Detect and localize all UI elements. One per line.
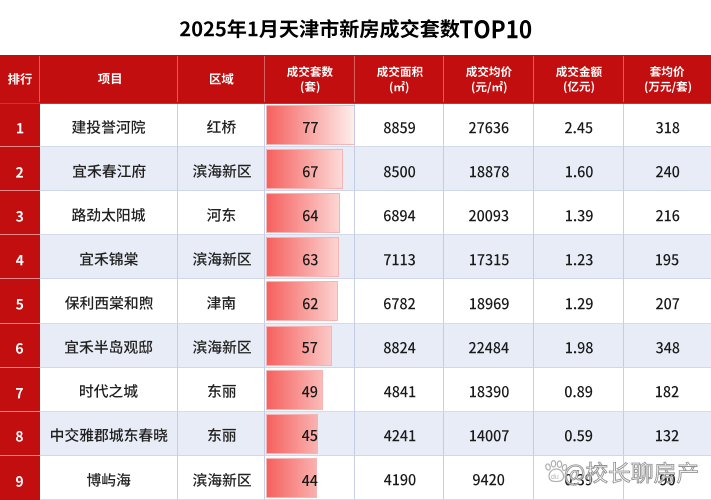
svg-text:du: du <box>551 474 559 481</box>
